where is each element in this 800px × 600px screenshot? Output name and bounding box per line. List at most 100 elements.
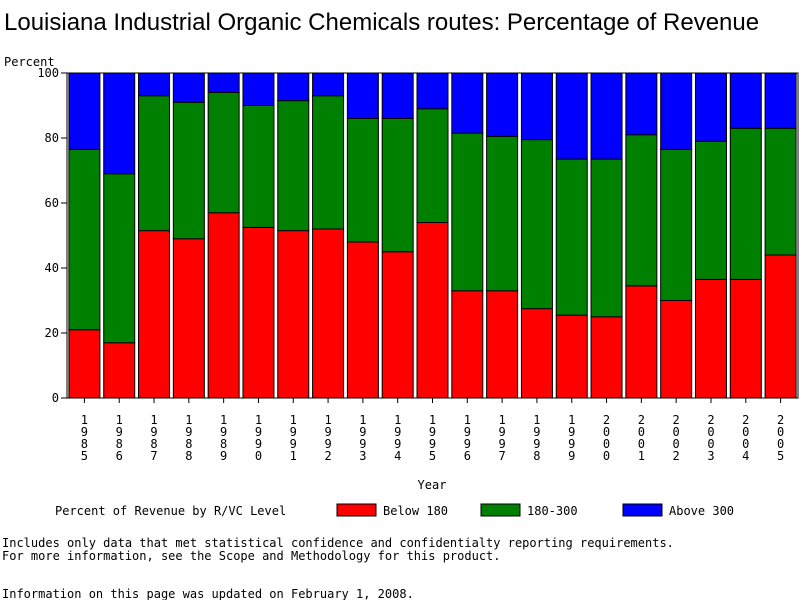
bar-1991-below-180 [277,230,310,399]
bar-2000-below-180 [590,316,623,399]
legend-label-below-180: Below 180 [383,504,448,518]
bar-1996-above-300 [451,72,484,134]
bar-2004-180-300 [729,127,762,280]
chart-title: Louisiana Industrial Organic Chemicals r… [4,9,759,36]
bar-2001-above-300 [625,72,658,136]
bar-1987-below-180 [138,230,171,399]
y-tick-label: 80 [45,131,59,145]
bar-1999-below-180 [555,314,588,399]
bar-1993-below-180 [346,241,379,399]
bar-1986-above-300 [103,72,136,175]
bar-1988-above-300 [172,72,205,103]
bar-1990-above-300 [242,72,275,106]
bar-1994-above-300 [381,72,414,119]
y-tick-label: 20 [45,326,59,340]
bar-1986-180-300 [103,173,136,344]
bar-2003-above-300 [694,72,727,142]
bar-1996-below-180 [451,290,484,399]
bar-1993-180-300 [346,118,379,243]
plot-frame [66,72,799,399]
bar-1988-180-300 [172,101,205,240]
bar-1986-below-180 [103,342,136,399]
bar-1991-180-300 [277,100,310,232]
legend-swatch-180-300 [480,503,521,517]
bar-2002-below-180 [660,300,693,399]
bar-1994-below-180 [381,251,414,399]
bar-1990-180-300 [242,105,275,228]
bar-1994-180-300 [381,118,414,253]
bar-1997-below-180 [486,290,519,399]
bar-2002-above-300 [660,72,693,150]
bars-group [68,72,797,399]
bar-1993-above-300 [346,72,379,119]
y-tick-label: 60 [45,196,59,210]
bar-1985-below-180 [68,329,101,399]
legend-label-above-300: Above 300 [669,504,734,518]
updated-note: Information on this page was updated on … [2,587,414,600]
y-tick-label: 0 [52,391,59,405]
legend-label-180-300: 180-300 [527,504,578,518]
y-axis-label: Percent [4,55,55,69]
bar-2003-below-180 [694,278,727,399]
bar-1989-180-300 [207,92,240,214]
bar-1997-above-300 [486,72,519,137]
bar-1989-above-300 [207,72,240,93]
footnote-line-2: For more information, see the Scope and … [2,549,501,563]
bar-1998-180-300 [520,139,553,310]
bar-1987-above-300 [138,72,171,97]
bar-1999-above-300 [555,72,588,160]
bar-1995-below-180 [416,222,449,399]
bar-2005-180-300 [764,127,797,256]
bar-1990-below-180 [242,226,275,399]
bar-2002-180-300 [660,148,693,301]
x-axis: 1 9 8 5 1 9 8 6 1 9 8 7 1 9 8 8 1 9 8 9 1 9 9 0 1 9 9 1 1 9 9 2 1 9 9 3 1 9 9 4… [81,398,784,463]
bar-2005-above-300 [764,72,797,129]
bar-1987-180-300 [138,95,171,232]
bar-1999-180-300 [555,158,588,316]
bar-1989-below-180 [207,212,240,399]
bar-1995-180-300 [416,108,449,223]
bar-2001-180-300 [625,134,658,287]
y-tick-label: 100 [37,66,59,80]
legend-swatch-above-300 [622,503,663,517]
bar-1998-below-180 [520,308,553,399]
bar-2003-180-300 [694,140,727,280]
bar-2004-above-300 [729,72,762,129]
bar-1992-180-300 [312,95,345,230]
legend-swatch-below-180 [336,503,377,517]
bar-2000-above-300 [590,72,623,160]
bar-1985-above-300 [68,72,101,150]
footnote-line-1: Includes only data that met statistical … [2,536,674,550]
bar-1992-above-300 [312,72,345,97]
legend: Percent of Revenue by R/VC Level Below 1… [55,503,734,518]
x-axis-label: Year [418,478,447,492]
y-tick-label: 40 [45,261,59,275]
y-axis: 0 20 40 60 80 100 [37,66,67,405]
bar-1988-below-180 [172,238,205,399]
bar-1991-above-300 [277,72,310,102]
bar-2001-below-180 [625,285,658,399]
bar-1997-180-300 [486,135,519,292]
bar-1995-above-300 [416,72,449,110]
